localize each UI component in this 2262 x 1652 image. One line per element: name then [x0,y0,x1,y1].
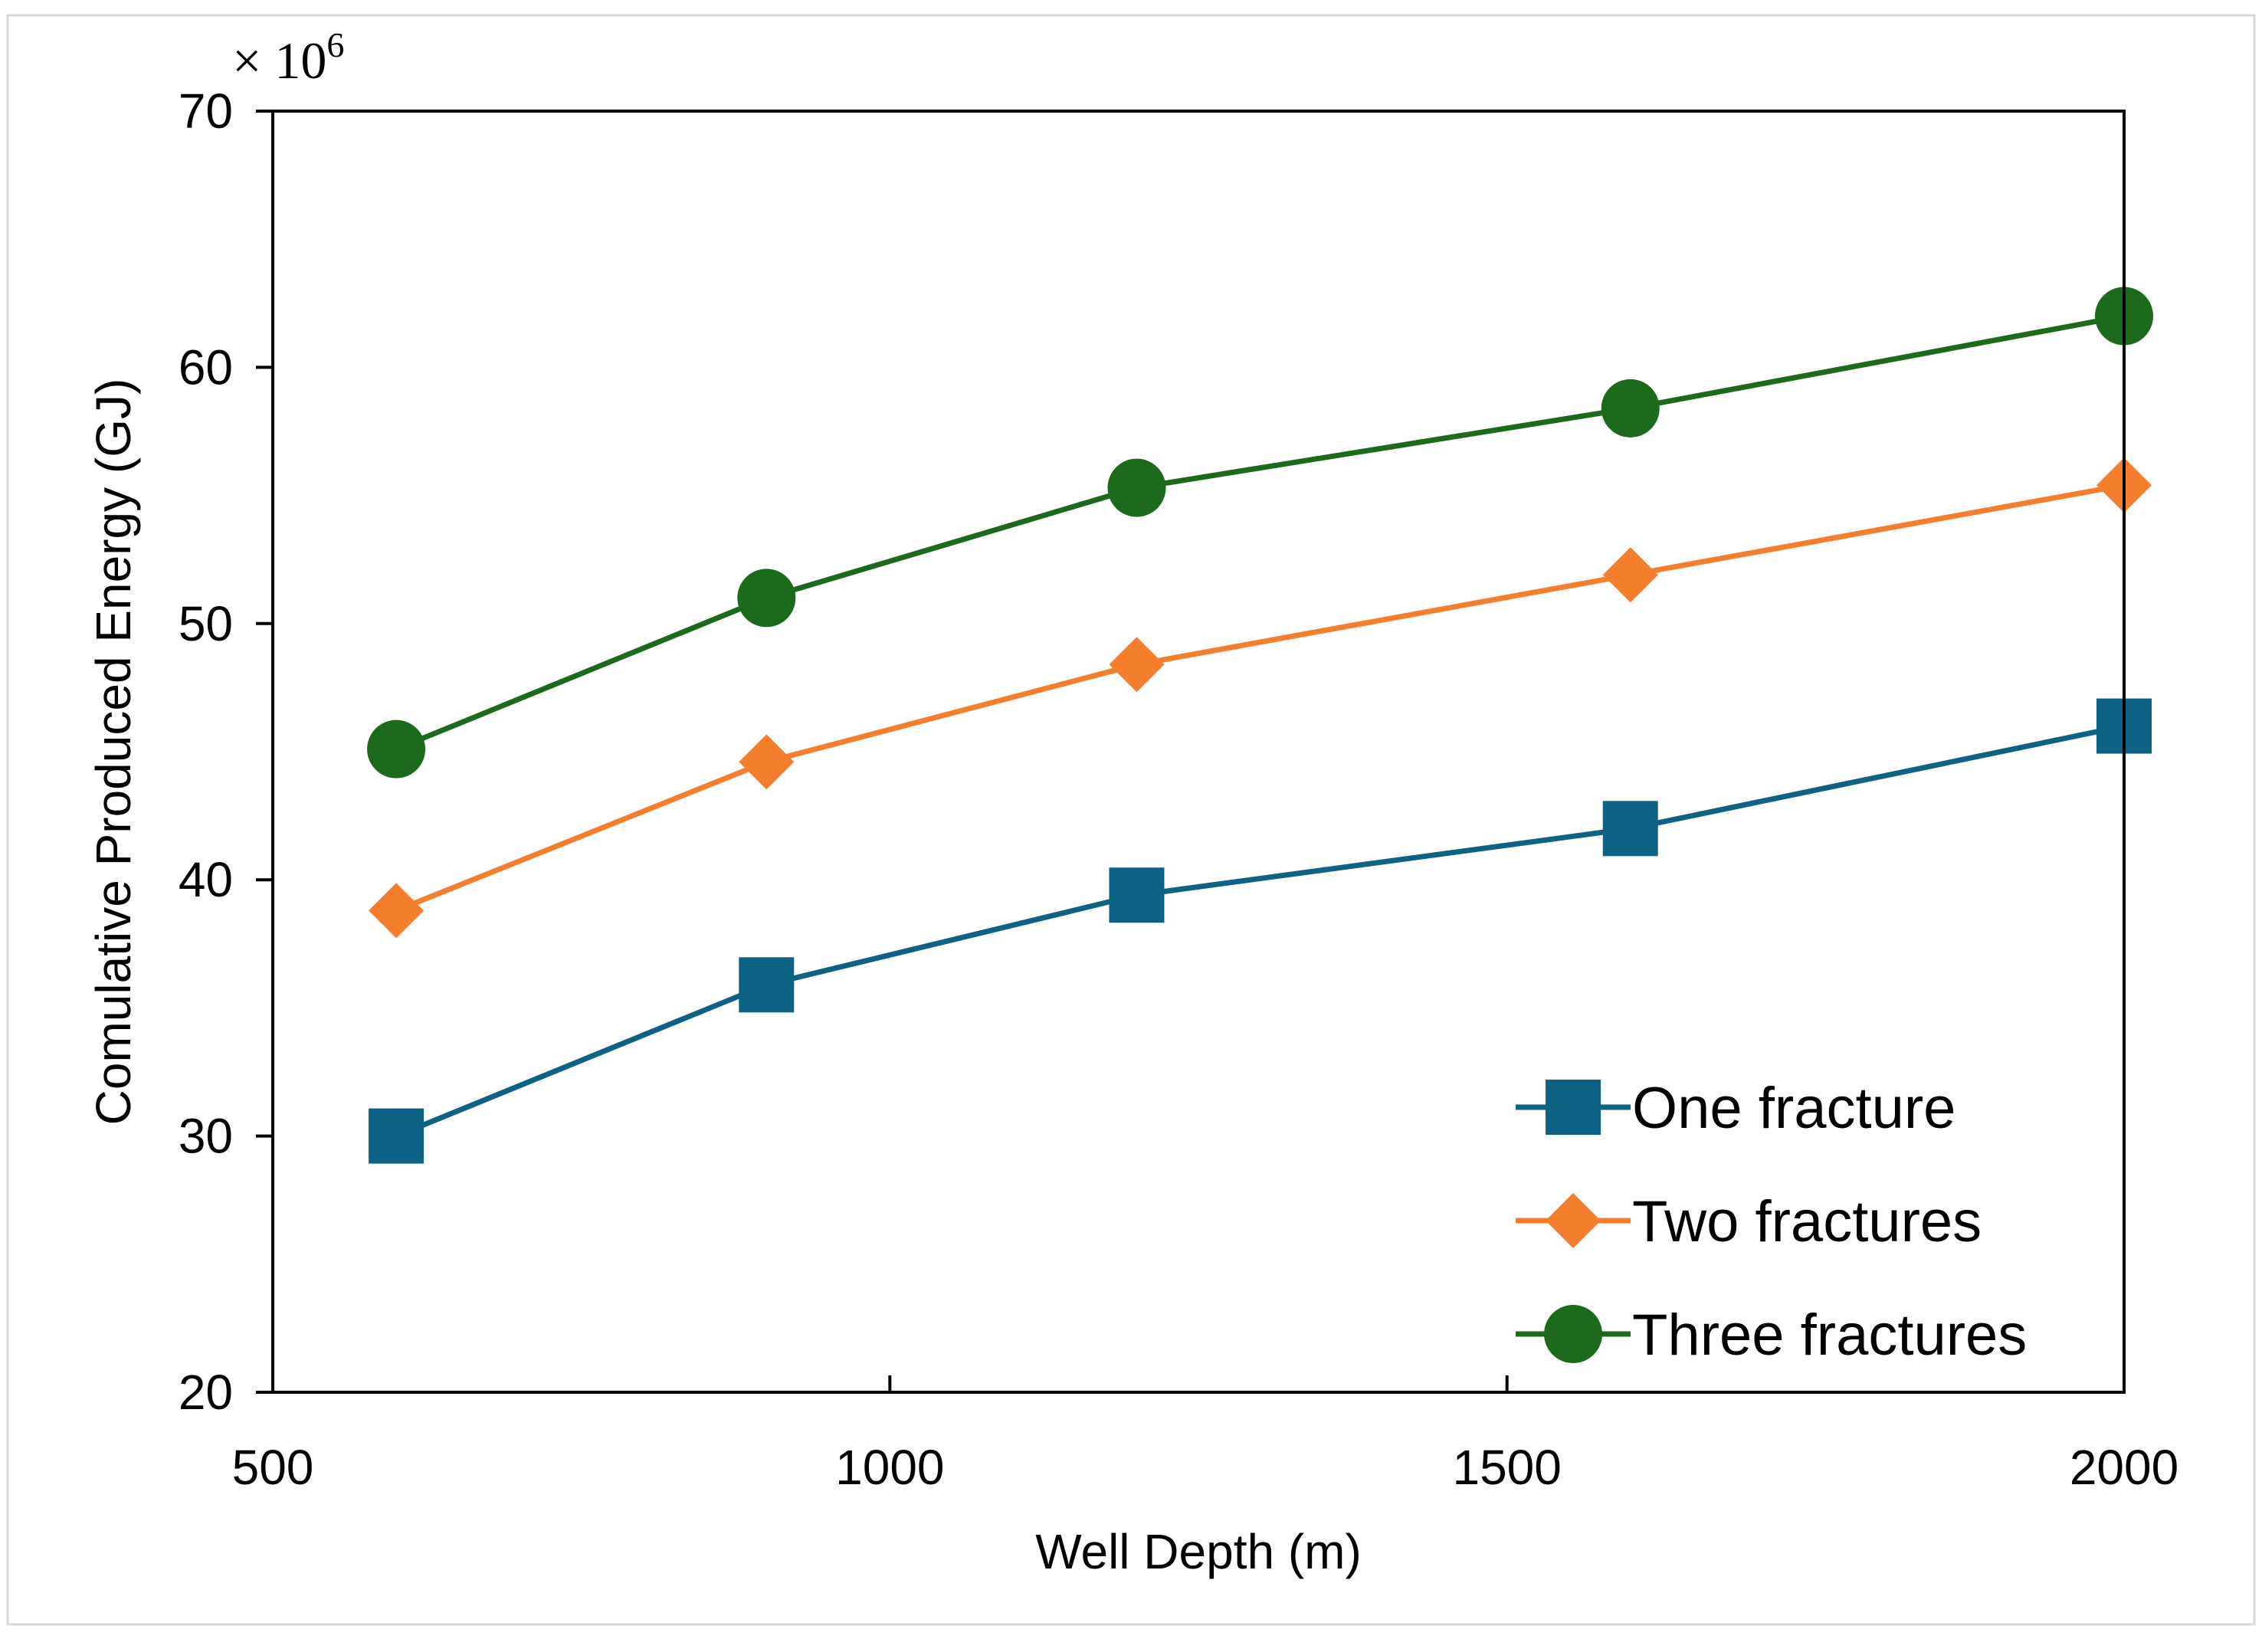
data-point-two-fractures [739,734,795,790]
x-tick-label: 1500 [1452,1440,1561,1495]
series-two-fractures [369,457,2152,939]
ticks-layer: 20 30 40 50 60 70 500 1000 1500 2000 [179,84,2178,1495]
y-tick-label: 30 [179,1109,233,1164]
legend-item-one-fracture: One fracture [1516,1076,1955,1141]
legend-label: Three fractures [1632,1303,2027,1368]
data-point-three-fractures [737,569,796,628]
y-tick-label: 70 [179,84,233,139]
x-tick-label: 500 [232,1440,314,1495]
legend-item-three-fractures: Three fractures [1516,1303,2027,1368]
legend-marker [1544,1305,1602,1363]
data-point-two-fractures [369,883,425,939]
series-layer [367,287,2153,1164]
legend-label: One fracture [1632,1076,1955,1141]
y-tick-label: 50 [179,596,233,651]
data-point-one-fracture [369,1108,425,1164]
x-tick-label: 2000 [2070,1440,2178,1495]
series-line-one-fracture [395,723,2125,1139]
data-point-one-fracture [739,957,795,1013]
series-line-two-fractures [395,482,2125,913]
y-tick-label: 20 [179,1365,233,1420]
data-point-two-fractures [1109,637,1165,693]
y-multiplier-base: × 10 [232,31,326,90]
data-point-one-fracture [1602,801,1658,857]
plot-area-border [271,110,2126,1394]
y-axis-title: Comulative Produced Energy (GJ) [86,379,141,1126]
y-multiplier: × 106 [232,25,344,90]
data-point-three-fractures [367,719,426,778]
legend-item-two-fractures: Two fractures [1516,1189,1982,1254]
y-multiplier-exponent: 6 [326,25,344,64]
x-tick-label: 1000 [835,1440,944,1495]
series-three-fractures [367,287,2153,778]
data-point-one-fracture [1109,867,1165,923]
y-tick-label: 60 [179,339,233,395]
x-axis-title: Well Depth (m) [1035,1524,1362,1579]
data-point-two-fractures [1602,547,1658,603]
legend-label: Two fractures [1632,1189,1982,1254]
legend-marker [1546,1080,1601,1135]
legend-marker [1546,1193,1601,1248]
data-point-three-fractures [1107,458,1166,517]
y-tick-label: 40 [179,852,233,907]
data-point-three-fractures [1601,379,1660,438]
figure-border [6,14,2256,1626]
legend: One fracture Two fractures Three fractures [1516,1076,2027,1368]
